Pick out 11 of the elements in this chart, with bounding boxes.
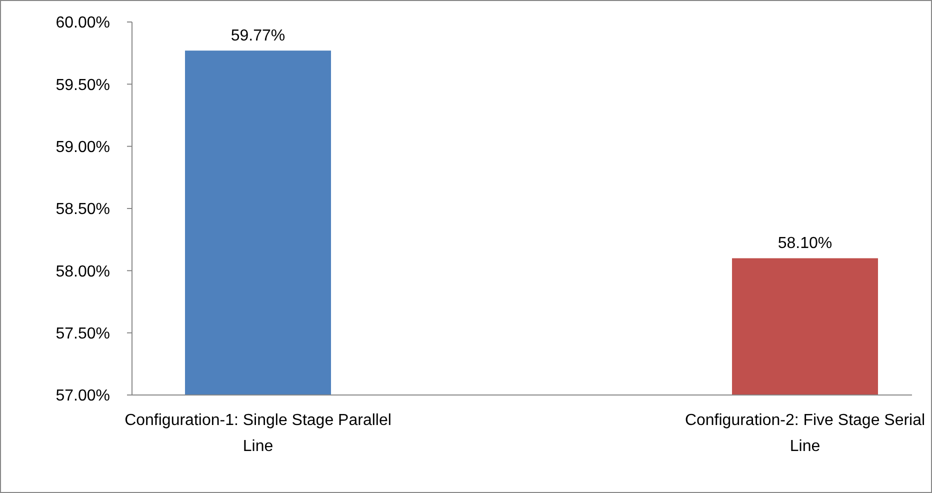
- y-tick-label: 57.50%: [56, 325, 110, 342]
- y-tick-label: 58.50%: [56, 201, 110, 218]
- data-label: 59.77%: [230, 28, 286, 45]
- y-tick-label: 60.00%: [56, 14, 110, 32]
- y-tick-label: 59.50%: [56, 76, 110, 94]
- x-tick-label: Configuration-1: Single Stage Parallel Line: [124, 412, 392, 455]
- x-tick-label: Configuration-2: Five Stage Serial Line: [684, 412, 926, 455]
- data-label: 58.10%: [778, 235, 832, 252]
- y-tick-label: 58.00%: [56, 263, 110, 280]
- y-tick-label: 59.00%: [56, 138, 110, 156]
- y-tick-label: 57.00%: [56, 388, 110, 405]
